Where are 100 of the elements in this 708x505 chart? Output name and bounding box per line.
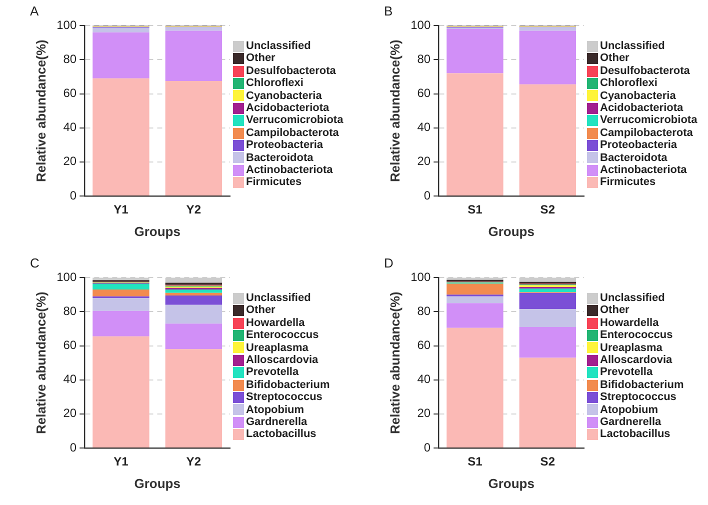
x-tick-label: S1 xyxy=(468,202,483,217)
legend-label: Other xyxy=(600,52,630,65)
bar xyxy=(165,295,222,305)
y-tick-label: 60 xyxy=(417,86,431,100)
legend-label: Proteobacteria xyxy=(600,139,678,152)
y-tick-label: 20 xyxy=(417,154,431,168)
bar xyxy=(92,290,150,296)
y-tick-label: 0 xyxy=(70,188,77,202)
y-tick-label: 60 xyxy=(63,338,77,352)
x-tick-label: S2 xyxy=(540,202,556,217)
x-tick-label: Y2 xyxy=(186,202,202,217)
bar xyxy=(519,30,576,84)
legend-label: Cyanobacteria xyxy=(246,90,322,102)
legend-label: Bacteroidota xyxy=(600,152,668,164)
y-tick-label: 80 xyxy=(63,304,77,318)
legend-label: Enterococcus xyxy=(246,329,319,342)
x-tick-label: Y2 xyxy=(186,454,202,469)
bar xyxy=(165,80,222,196)
x-tick-label: S1 xyxy=(468,454,483,469)
y-axis-title: Relative abundance(%) xyxy=(387,292,402,434)
legend-label: Enterococcus xyxy=(600,329,673,342)
legend-label: Other xyxy=(246,52,276,65)
y-axis-title: Relative abundance(%) xyxy=(33,40,48,182)
legend-label: Gardnerella xyxy=(246,416,308,428)
bar xyxy=(165,324,222,350)
y-tick-label: 40 xyxy=(417,372,431,386)
y-tick-label: 0 xyxy=(424,188,431,202)
x-axis-title: Groups xyxy=(488,224,534,239)
bar xyxy=(519,327,576,358)
y-tick-label: 60 xyxy=(63,86,77,100)
bar xyxy=(446,303,504,328)
chart-title: B xyxy=(384,3,393,18)
legend-label: Firmicutes xyxy=(246,176,302,189)
legend-label: Chloroflexi xyxy=(246,77,304,90)
y-tick-label: 0 xyxy=(424,440,431,454)
bar xyxy=(519,292,576,310)
bar xyxy=(92,32,150,78)
legend-label: Verrucomicrobiota xyxy=(246,114,344,127)
bar xyxy=(446,284,504,295)
y-tick-label: 40 xyxy=(417,120,431,134)
legend-label: Bifidobacterium xyxy=(600,378,684,392)
bar xyxy=(92,310,150,336)
legend-label: Howardella xyxy=(600,316,659,330)
bar xyxy=(92,336,150,448)
legend-label: Streptococcus xyxy=(246,391,322,404)
bar xyxy=(446,296,504,304)
legend-label: Desulfobacterota xyxy=(246,64,336,78)
legend-label: Cyanobacteria xyxy=(600,90,676,102)
x-axis-title: Groups xyxy=(488,476,534,491)
legend-label: Unclassified xyxy=(246,292,311,304)
bar xyxy=(446,29,504,74)
bar xyxy=(165,292,222,296)
y-tick-label: 20 xyxy=(63,154,77,168)
legend-label: Desulfobacterota xyxy=(600,64,690,78)
legend-label: Acidobacteriota xyxy=(600,102,684,114)
y-tick-label: 100 xyxy=(56,270,77,284)
legend-label: Alloscardovia xyxy=(600,354,672,366)
bar xyxy=(165,290,222,293)
y-tick-label: 100 xyxy=(56,18,77,32)
y-axis-title: Relative abundance(%) xyxy=(33,292,48,434)
legend-label: Proteobacteria xyxy=(246,139,324,152)
legend-label: Ureaplasma xyxy=(600,342,662,354)
bar xyxy=(519,309,576,328)
bar xyxy=(165,304,222,324)
legend-label: Lactobacillus xyxy=(600,428,670,441)
chart-title: D xyxy=(384,255,394,270)
y-tick-label: 20 xyxy=(417,406,431,420)
bar xyxy=(92,298,150,311)
legend-label: Firmicutes xyxy=(600,176,656,189)
legend-label: Alloscardovia xyxy=(246,354,318,366)
legend-label: Atopobium xyxy=(600,404,658,416)
y-axis-title: Relative abundance(%) xyxy=(387,40,402,182)
legend-label: Acidobacteriota xyxy=(246,102,330,114)
y-tick-label: 0 xyxy=(70,440,77,454)
legend-label: Other xyxy=(246,304,276,317)
x-axis-title: Groups xyxy=(134,224,180,239)
y-tick-label: 80 xyxy=(417,52,431,66)
legend-label: Howardella xyxy=(246,316,305,330)
bar xyxy=(519,358,576,448)
bar xyxy=(92,284,150,290)
legend-label: Prevotella xyxy=(246,366,299,379)
bar xyxy=(519,288,576,292)
x-tick-label: Y1 xyxy=(114,202,129,217)
x-tick-label: Y1 xyxy=(114,454,129,469)
y-tick-label: 100 xyxy=(410,270,431,284)
legend-label: Campilobacterota xyxy=(246,126,339,140)
bar xyxy=(446,73,504,196)
chart-title: C xyxy=(30,255,40,270)
legend-label: Other xyxy=(600,304,630,317)
y-tick-label: 20 xyxy=(63,406,77,420)
legend-label: Lactobacillus xyxy=(246,428,316,441)
legend-label: Verrucomicrobiota xyxy=(600,114,698,127)
legend-label: Prevotella xyxy=(600,366,653,379)
legend-label: Ureaplasma xyxy=(246,342,308,354)
legend-label: Actinobacteriota xyxy=(246,164,333,176)
y-tick-label: 80 xyxy=(63,52,77,66)
x-axis-title: Groups xyxy=(134,476,180,491)
y-tick-label: 60 xyxy=(417,338,431,352)
bar xyxy=(519,84,576,196)
y-tick-label: 80 xyxy=(417,304,431,318)
